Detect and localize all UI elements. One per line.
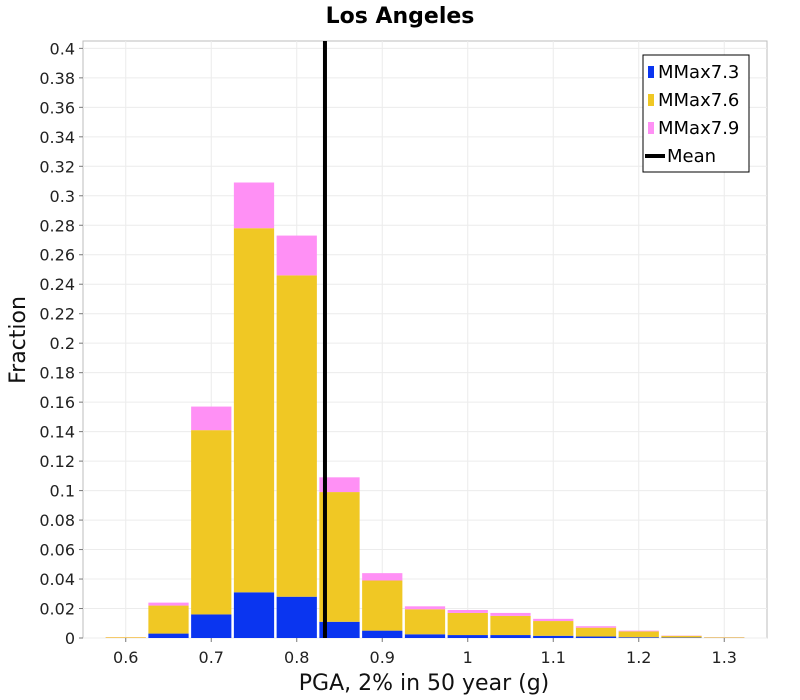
y-tick-label: 0.36: [39, 98, 75, 117]
x-tick-label: 0.9: [370, 648, 395, 667]
bar-segment-mmax7-3: [191, 614, 232, 638]
bar-segment-mmax7-9: [191, 406, 232, 431]
bar-segment-mmax7-6: [148, 605, 189, 634]
bar-segment-mmax7-6: [490, 615, 531, 636]
y-tick-label: 0.4: [50, 39, 75, 58]
bars: [105, 182, 745, 638]
bar-segment-mmax7-6: [233, 228, 275, 593]
bar-segment-mmax7-9: [618, 630, 659, 632]
y-tick-label: 0.26: [39, 246, 75, 265]
bar-segment-mmax7-6: [362, 580, 403, 631]
legend-label-mean: Mean: [667, 146, 716, 167]
x-tick-label: 1: [463, 648, 473, 667]
bar-segment-mmax7-3: [618, 637, 659, 638]
legend-box: [642, 54, 750, 173]
legend-swatch: [648, 94, 654, 106]
y-tick-label: 0.28: [39, 216, 75, 235]
x-tick-label: 0.8: [284, 648, 309, 667]
bar-segment-mmax7-9: [575, 626, 617, 628]
y-tick-label: 0.12: [39, 452, 75, 471]
bar-segment-mmax7-9: [404, 606, 446, 610]
legend: MMax7.3 MMax7.6 MMax7.9 Mean: [642, 54, 750, 173]
y-axis-ticks: 0 0.02 0.04 0.06 0.08 0.1 0.12 0.14 0.16 0.18 0.2 0…: [39, 39, 83, 648]
y-tick-label: 0.24: [39, 275, 75, 294]
y-tick-label: 0.04: [39, 570, 75, 589]
y-tick-label: 0.38: [39, 69, 75, 88]
bar-segment-mmax7-6: [276, 275, 317, 597]
bar-segment-mmax7-3: [447, 635, 488, 638]
x-axis-ticks: 0.6 0.7 0.8 0.9 1 1.1 1.2 1.3: [113, 638, 737, 667]
bar-segment-mmax7-6: [533, 621, 574, 636]
y-tick-label: 0.06: [39, 541, 75, 560]
legend-label: MMax7.6: [658, 90, 739, 111]
bar-segment-mmax7-9: [319, 477, 360, 493]
y-tick-label: 0.34: [39, 128, 75, 147]
y-tick-label: 0.3: [50, 187, 75, 206]
bar-segment-mmax7-3: [148, 633, 189, 638]
bar-segment-mmax7-3: [319, 621, 360, 638]
bar-segment-mmax7-9: [148, 602, 189, 606]
bar-segment-mmax7-9: [233, 182, 275, 229]
y-tick-label: 0: [65, 629, 75, 648]
bar-segment-mmax7-3: [404, 634, 446, 638]
y-tick-label: 0.32: [39, 157, 75, 176]
bar-segment-mmax7-3: [362, 630, 403, 638]
x-tick-label: 1.1: [541, 648, 566, 667]
bar-segment-mmax7-9: [276, 235, 317, 276]
chart-title: Los Angeles: [326, 4, 475, 29]
bar-segment-mmax7-6: [704, 637, 745, 638]
bar-segment-mmax7-3: [276, 596, 317, 638]
legend-label: MMax7.3: [658, 62, 739, 83]
bar-segment-mmax7-3: [233, 592, 275, 638]
x-tick-label: 0.7: [199, 648, 224, 667]
legend-swatch: [648, 122, 654, 134]
bar-segment-mmax7-6: [404, 609, 446, 635]
bar-segment-mmax7-9: [362, 573, 403, 581]
legend-label: MMax7.9: [658, 118, 739, 139]
x-tick-label: 0.6: [113, 648, 138, 667]
x-tick-label: 1.2: [626, 648, 651, 667]
bar-segment-mmax7-6: [447, 612, 488, 636]
y-tick-label: 0.18: [39, 364, 75, 383]
bar-segment-mmax7-6: [105, 637, 146, 638]
legend-swatch: [648, 66, 654, 78]
x-axis-label: PGA, 2% in 50 year (g): [299, 671, 550, 696]
bar-segment-mmax7-3: [533, 635, 574, 638]
bar-segment-mmax7-6: [575, 627, 617, 637]
bar-segment-mmax7-6: [191, 430, 232, 615]
y-axis-label: Fraction: [6, 296, 31, 384]
y-tick-label: 0.2: [50, 334, 75, 353]
bar-segment-mmax7-6: [661, 635, 702, 638]
bar-segment-mmax7-6: [618, 631, 659, 638]
y-tick-label: 0.16: [39, 393, 75, 412]
y-tick-label: 0.02: [39, 600, 75, 619]
bar-segment-mmax7-9: [447, 609, 488, 613]
y-tick-label: 0.1: [50, 482, 75, 501]
y-tick-label: 0.22: [39, 305, 75, 324]
bar-segment-mmax7-9: [533, 618, 574, 622]
bar-segment-mmax7-3: [490, 635, 531, 638]
bar-segment-mmax7-3: [575, 636, 617, 638]
bar-segment-mmax7-9: [490, 612, 531, 616]
x-tick-label: 1.3: [712, 648, 737, 667]
y-tick-label: 0.14: [39, 423, 75, 442]
y-tick-label: 0.08: [39, 511, 75, 530]
